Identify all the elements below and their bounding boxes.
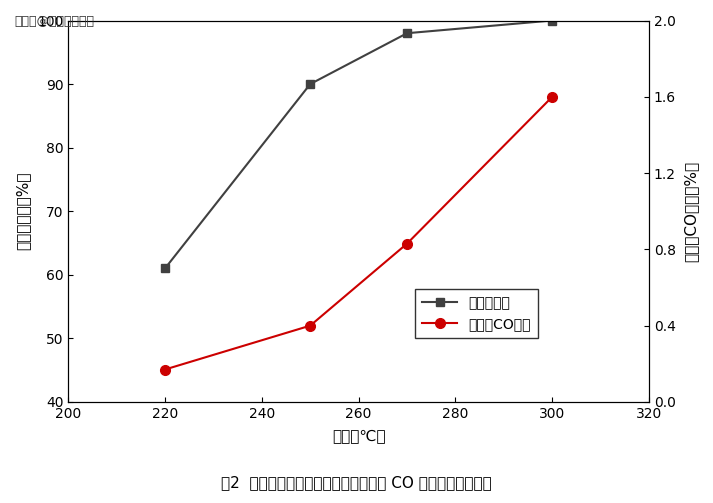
甲醒转化率: [306, 81, 314, 87]
重整气CO浓度: [548, 94, 557, 100]
Line: 甲醒转化率: 甲醒转化率: [161, 16, 556, 273]
重整气CO浓度: [403, 240, 411, 246]
Text: 图2  一定空速下，甲醒转化率和重整气 CO 浓度随温度的变化: 图2 一定空速下，甲醒转化率和重整气 CO 浓度随温度的变化: [221, 475, 492, 490]
Y-axis label: 重整气CO浓度（%）: 重整气CO浓度（%）: [683, 160, 698, 262]
重整气CO浓度: [160, 367, 169, 373]
Line: 重整气CO浓度: 重整气CO浓度: [160, 92, 557, 374]
甲醒转化率: [548, 18, 557, 24]
Text: 搜狐号@四川翠洲化工: 搜狐号@四川翠洲化工: [14, 15, 94, 28]
X-axis label: 温度（℃）: 温度（℃）: [332, 428, 386, 443]
重整气CO浓度: [306, 322, 314, 328]
Legend: 甲醒转化率, 重整气CO浓度: 甲醒转化率, 重整气CO浓度: [416, 289, 538, 338]
甲醒转化率: [403, 30, 411, 36]
Y-axis label: 甲醒转化率（%）: 甲醒转化率（%）: [15, 172, 30, 250]
甲醒转化率: [160, 266, 169, 272]
